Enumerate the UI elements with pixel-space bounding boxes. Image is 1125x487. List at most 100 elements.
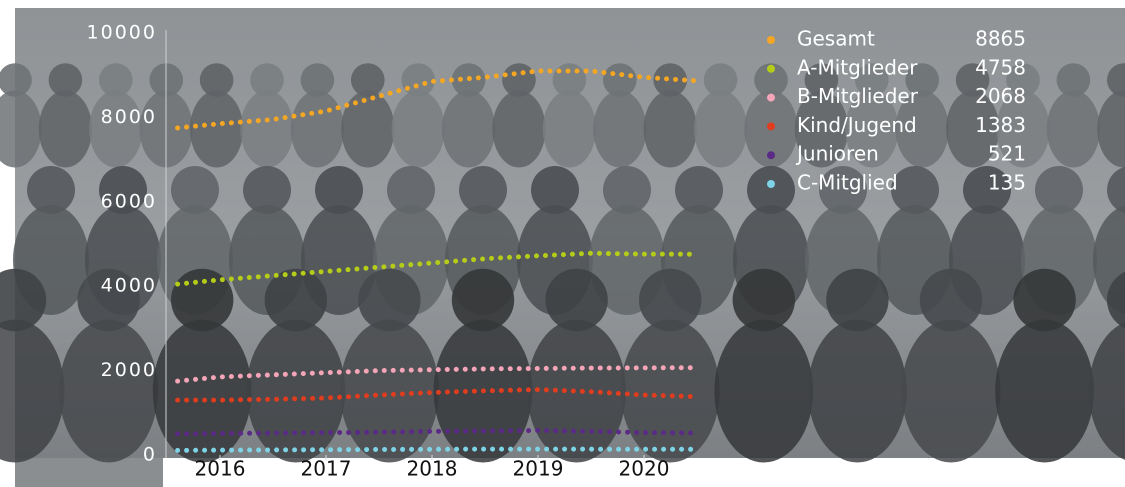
silhouette-body — [0, 90, 42, 168]
legend-label: Kind/Jugend — [797, 113, 917, 137]
silhouette-head — [0, 268, 47, 332]
silhouette-body — [492, 90, 546, 168]
y-tick-label: 0 — [143, 444, 157, 466]
silhouette-head — [358, 268, 421, 332]
silhouette-head — [826, 268, 889, 332]
silhouette-body — [845, 90, 899, 168]
legend-label: Gesamt — [797, 27, 875, 51]
y-tick-label: 6000 — [101, 190, 157, 212]
silhouette-head — [1107, 63, 1125, 97]
silhouette-head — [77, 268, 140, 332]
x-tick-label: 2020 — [619, 457, 670, 481]
silhouette-body — [996, 90, 1050, 168]
legend-label: B-Mitglieder — [797, 84, 919, 108]
silhouette-body — [341, 90, 395, 168]
silhouette-head — [545, 268, 608, 332]
silhouette-head — [315, 166, 363, 214]
x-tick-label: 2019 — [513, 457, 564, 481]
silhouette-body — [152, 319, 252, 463]
silhouette-head — [955, 63, 990, 97]
legend-value: 4758 — [975, 55, 1026, 79]
silhouette-head — [552, 63, 587, 97]
silhouette-head — [451, 268, 515, 332]
silhouette-body — [59, 319, 158, 463]
silhouette-head — [502, 63, 536, 97]
x-tick-label: 2016 — [195, 457, 246, 481]
legend-value: 135 — [988, 171, 1026, 195]
legend-value: 521 — [988, 142, 1026, 166]
silhouette-head — [747, 166, 795, 214]
silhouette-body — [542, 90, 597, 168]
silhouette-head — [459, 166, 507, 214]
silhouette-head — [819, 166, 867, 214]
silhouette-head — [0, 63, 32, 97]
series-line — [175, 428, 700, 437]
silhouette-body — [290, 90, 344, 168]
silhouette-body — [714, 319, 814, 463]
silhouette-body — [620, 319, 720, 463]
silhouette-head — [855, 63, 889, 97]
background — [15, 458, 163, 487]
series-line — [175, 446, 700, 453]
silhouette-head — [171, 166, 219, 214]
silhouette-body — [995, 319, 1094, 463]
silhouette-body — [246, 319, 346, 463]
legend-label: Junioren — [795, 142, 879, 166]
silhouette-body — [593, 90, 647, 168]
silhouette-head — [639, 268, 702, 332]
silhouette-head — [243, 166, 291, 214]
legend-label: A-Mitglieder — [797, 55, 918, 79]
silhouette-body — [901, 319, 1001, 463]
silhouette-body — [1097, 90, 1125, 168]
silhouette-head — [963, 166, 1011, 214]
silhouette-body — [391, 90, 445, 168]
x-tick-label: 2018 — [407, 457, 458, 481]
silhouette-head — [804, 63, 839, 97]
silhouette-head — [99, 166, 147, 214]
legend-value: 2068 — [975, 84, 1026, 108]
silhouette-head — [531, 166, 579, 214]
y-tick-label: 2000 — [101, 359, 157, 381]
legend-marker — [767, 93, 775, 102]
silhouette-body — [1088, 322, 1125, 460]
silhouette-body — [89, 90, 143, 168]
silhouette-body — [38, 90, 92, 168]
silhouette-head — [675, 166, 723, 214]
silhouette-body — [794, 90, 849, 168]
series-line — [175, 250, 700, 287]
series-line — [175, 365, 700, 384]
silhouette-head — [351, 63, 385, 97]
legend-label: C-Mitglied — [797, 171, 898, 195]
legend-marker — [767, 180, 775, 188]
silhouette-head — [703, 63, 738, 97]
silhouette-head — [891, 166, 939, 214]
silhouette-head — [387, 166, 435, 214]
silhouette-head — [653, 63, 687, 97]
series-line — [175, 68, 700, 131]
silhouette-body — [442, 90, 496, 168]
silhouette-head — [300, 63, 335, 97]
legend-marker — [767, 122, 775, 131]
y-tick-label: 4000 — [101, 275, 157, 297]
legend-value: 1383 — [975, 113, 1026, 137]
silhouette-head — [905, 63, 939, 97]
legend-value: 8865 — [975, 27, 1026, 51]
silhouette-body — [1046, 90, 1100, 168]
silhouette-head — [732, 268, 795, 332]
x-tick-label: 2017 — [301, 457, 352, 481]
silhouette-body — [190, 90, 244, 168]
silhouette-body — [643, 90, 697, 168]
silhouette-head — [1035, 166, 1083, 214]
silhouette-head — [401, 63, 436, 97]
silhouette-body — [694, 90, 748, 168]
silhouette-body — [808, 319, 907, 463]
silhouette-head — [99, 63, 133, 97]
silhouette-body — [0, 319, 65, 463]
silhouette-body — [527, 319, 626, 463]
silhouette-body — [340, 319, 439, 463]
silhouette-head — [754, 63, 788, 97]
silhouette-head — [603, 63, 637, 97]
legend-marker — [767, 151, 775, 160]
silhouette-head — [1056, 63, 1091, 97]
